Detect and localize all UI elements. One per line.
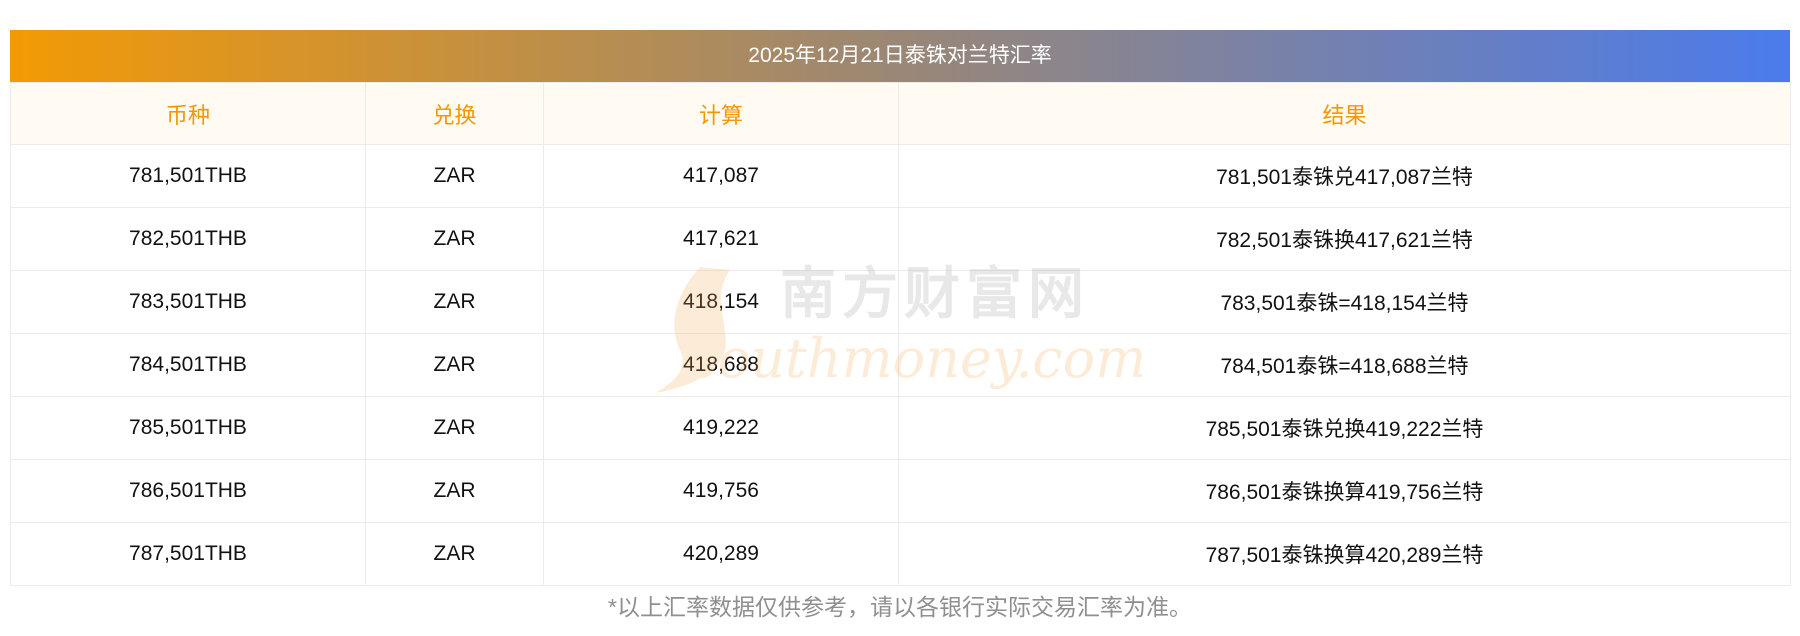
table-row: 787,501THB ZAR 420,289 787,501泰铢换算420,28… <box>10 522 1791 586</box>
cell-calc: 417,621 <box>543 207 899 271</box>
cell-calc: 419,222 <box>543 396 899 460</box>
cell-calc: 418,688 <box>543 333 899 397</box>
column-header-currency: 币种 <box>10 82 366 145</box>
column-header-exchange: 兑换 <box>365 82 544 145</box>
cell-result: 781,501泰铢兑417,087兰特 <box>898 144 1791 208</box>
cell-exchange: ZAR <box>365 207 544 271</box>
cell-calc: 419,756 <box>543 459 899 523</box>
cell-currency: 785,501THB <box>10 396 366 460</box>
cell-exchange: ZAR <box>365 144 544 208</box>
table-row: 785,501THB ZAR 419,222 785,501泰铢兑换419,22… <box>10 396 1791 460</box>
cell-calc: 417,087 <box>543 144 899 208</box>
cell-exchange: ZAR <box>365 270 544 334</box>
table-title: 2025年12月21日泰铢对兰特汇率 <box>10 30 1790 82</box>
cell-exchange: ZAR <box>365 396 544 460</box>
cell-calc: 420,289 <box>543 522 899 586</box>
cell-result: 785,501泰铢兑换419,222兰特 <box>898 396 1791 460</box>
rate-table: 币种 兑换 计算 结果 781,501THB ZAR 417,087 781,5… <box>10 82 1791 586</box>
column-header-calc: 计算 <box>543 82 899 145</box>
cell-calc: 418,154 <box>543 270 899 334</box>
disclaimer-note: *以上汇率数据仅供参考，请以各银行实际交易汇率为准。 <box>608 594 1192 620</box>
cell-currency: 782,501THB <box>10 207 366 271</box>
column-header-result: 结果 <box>898 82 1791 145</box>
cell-result: 784,501泰铢=418,688兰特 <box>898 333 1791 397</box>
table-row: 783,501THB ZAR 418,154 783,501泰铢=418,154… <box>10 270 1791 334</box>
header-row: 币种 兑换 计算 结果 <box>10 82 1791 145</box>
cell-exchange: ZAR <box>365 459 544 523</box>
exchange-rate-table: 2025年12月21日泰铢对兰特汇率 币种 兑换 计算 结果 781,501TH… <box>10 30 1791 586</box>
cell-result: 783,501泰铢=418,154兰特 <box>898 270 1791 334</box>
cell-result: 787,501泰铢换算420,289兰特 <box>898 522 1791 586</box>
cell-currency: 783,501THB <box>10 270 366 334</box>
cell-result: 786,501泰铢换算419,756兰特 <box>898 459 1791 523</box>
cell-exchange: ZAR <box>365 522 544 586</box>
cell-currency: 787,501THB <box>10 522 366 586</box>
cell-currency: 786,501THB <box>10 459 366 523</box>
cell-result: 782,501泰铢换417,621兰特 <box>898 207 1791 271</box>
cell-currency: 781,501THB <box>10 144 366 208</box>
cell-exchange: ZAR <box>365 333 544 397</box>
table-row: 782,501THB ZAR 417,621 782,501泰铢换417,621… <box>10 207 1791 271</box>
table-row: 784,501THB ZAR 418,688 784,501泰铢=418,688… <box>10 333 1791 397</box>
table-row: 781,501THB ZAR 417,087 781,501泰铢兑417,087… <box>10 144 1791 208</box>
cell-currency: 784,501THB <box>10 333 366 397</box>
table-row: 786,501THB ZAR 419,756 786,501泰铢换算419,75… <box>10 459 1791 523</box>
